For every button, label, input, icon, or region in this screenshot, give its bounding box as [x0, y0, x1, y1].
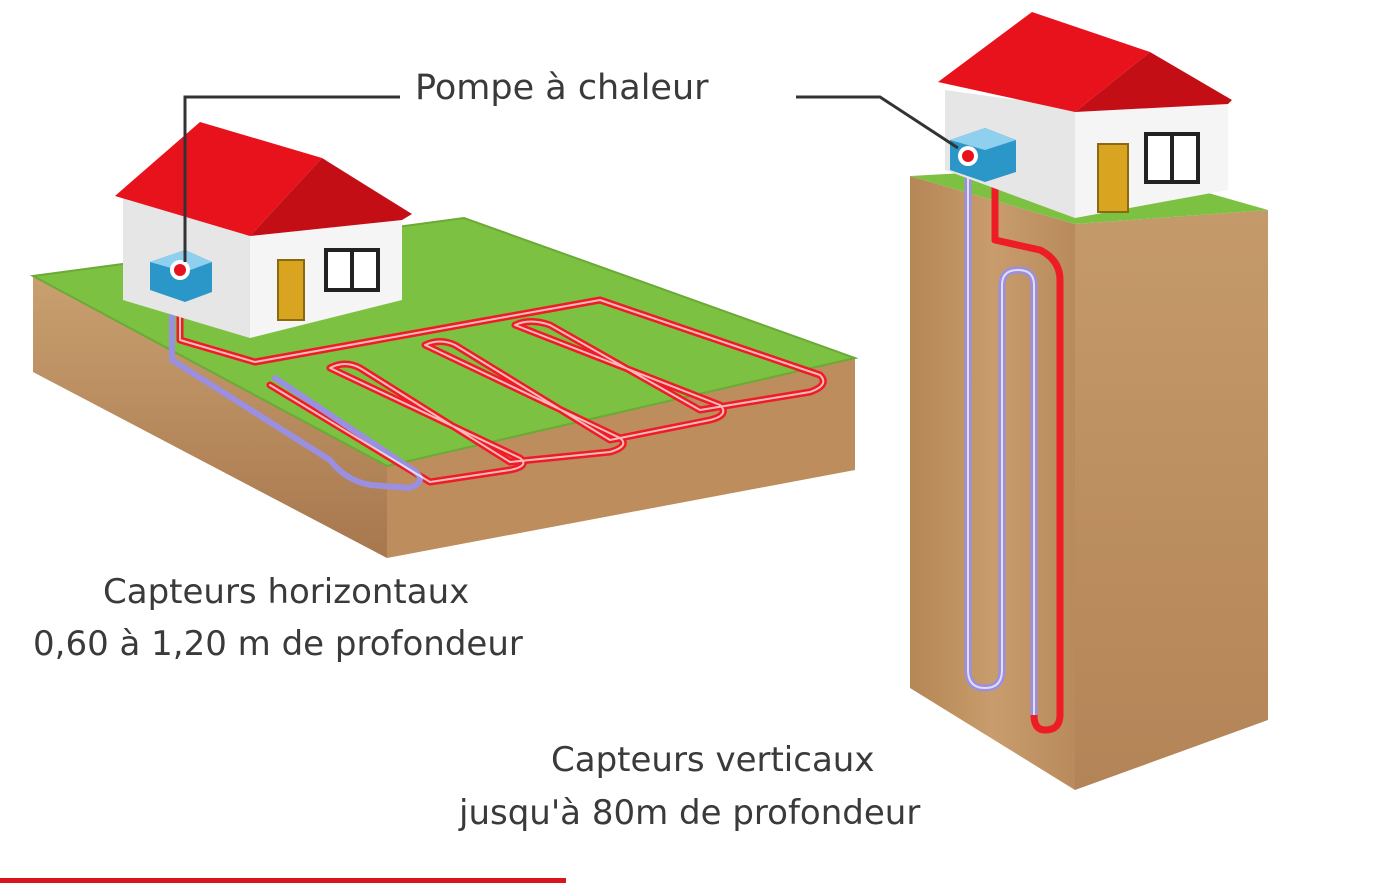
vertical-collectors-title: Capteurs verticaux: [551, 740, 875, 780]
vertical-house: [938, 12, 1232, 218]
vertical-collector-block: [796, 12, 1268, 790]
pump-leader-line-right: [796, 95, 959, 150]
vertical-house-roof: [938, 12, 1150, 112]
horizontal-house: [115, 122, 412, 338]
horizontal-collectors-depth: 0,60 à 1,20 m de profondeur: [33, 624, 523, 664]
horizontal-house-door: [277, 259, 305, 321]
soil-right-face: [387, 358, 855, 558]
pump-leader-line-left: [183, 95, 400, 262]
horizontal-pump-icon: [150, 250, 212, 302]
vertical-house-door: [1097, 143, 1129, 213]
heat-pump-label: Pompe à chaleur: [415, 68, 709, 108]
horizontal-collectors-title: Capteurs horizontaux: [103, 572, 470, 612]
column-side-face: [1075, 210, 1268, 790]
column-front-face: [910, 176, 1075, 790]
horizontal-collector-block: [29, 95, 859, 558]
vertical-pipe-hot: [991, 165, 1064, 734]
vertical-collectors-depth: jusqu'à 80m de profondeur: [459, 793, 921, 833]
soil-left-face: [33, 276, 387, 558]
horizontal-house-roof: [115, 122, 322, 236]
accent-rule: [0, 878, 566, 883]
vertical-pump-icon: [950, 128, 1016, 182]
